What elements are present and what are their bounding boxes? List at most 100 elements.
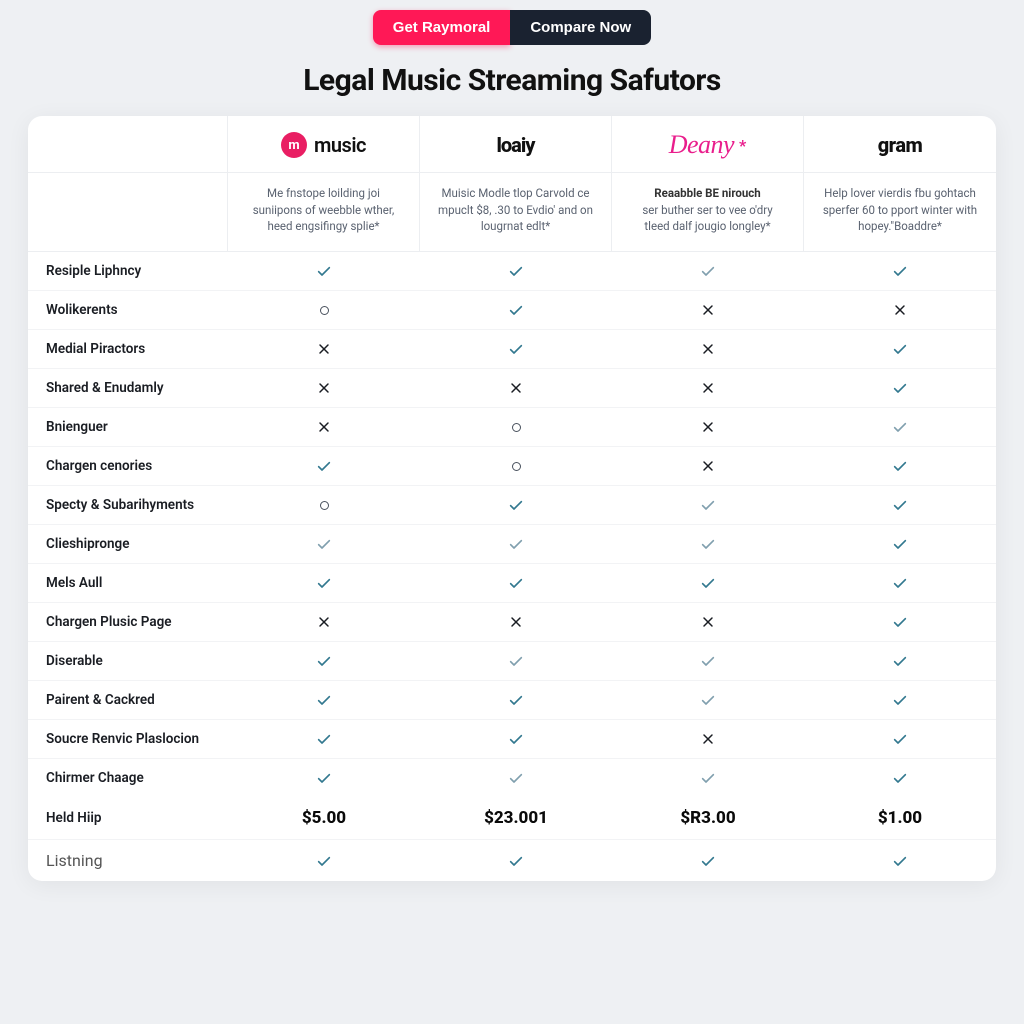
check-icon bbox=[508, 770, 524, 786]
feature-label: Mels Aull bbox=[28, 564, 228, 602]
feature-cell bbox=[612, 369, 804, 407]
check-icon bbox=[700, 653, 716, 669]
check-icon bbox=[316, 770, 332, 786]
get-raymoral-button[interactable]: Get Raymoral bbox=[373, 10, 511, 45]
cross-icon bbox=[508, 614, 524, 630]
feature-cell bbox=[228, 369, 420, 407]
feature-cell bbox=[420, 447, 612, 485]
feature-cell bbox=[228, 408, 420, 446]
top-button-group: Get Raymoral Compare Now bbox=[28, 0, 996, 45]
feature-cell bbox=[804, 447, 996, 485]
feature-cell bbox=[228, 642, 420, 680]
cross-icon bbox=[316, 614, 332, 630]
cross-icon bbox=[700, 614, 716, 630]
check-icon bbox=[508, 731, 524, 747]
feature-row: Mels Aull bbox=[28, 564, 996, 603]
feature-cell bbox=[228, 720, 420, 758]
check-icon bbox=[316, 263, 332, 279]
feature-label: Medial Piractors bbox=[28, 330, 228, 368]
check-icon bbox=[892, 458, 908, 474]
check-icon bbox=[892, 536, 908, 552]
feature-cell bbox=[228, 603, 420, 641]
brand-desc-3-label: Reaabble BE nirouch bbox=[630, 185, 785, 202]
feature-cell bbox=[804, 369, 996, 407]
check-icon bbox=[892, 692, 908, 708]
feature-cell bbox=[420, 330, 612, 368]
check-icon bbox=[508, 263, 524, 279]
feature-label: Wolikerents bbox=[28, 291, 228, 329]
table-header: m music loaiy Deany* gram bbox=[28, 116, 996, 173]
cross-icon bbox=[700, 302, 716, 318]
feature-row: Chargen cenories bbox=[28, 447, 996, 486]
feature-cell bbox=[804, 642, 996, 680]
feature-cell bbox=[228, 681, 420, 719]
feature-cell bbox=[228, 330, 420, 368]
feature-cell bbox=[228, 486, 420, 524]
brand-header-2: loaiy bbox=[420, 116, 612, 172]
brand-desc-2: Muisic Modle tlop Carvold ce mpuclt $8, … bbox=[420, 173, 612, 252]
final-cell bbox=[612, 840, 804, 881]
feature-label: Bnienguer bbox=[28, 408, 228, 446]
feature-cell bbox=[420, 642, 612, 680]
feature-cell bbox=[804, 564, 996, 602]
feature-row: Chirmer Chaage bbox=[28, 759, 996, 797]
price-3: $R3.00 bbox=[612, 797, 804, 839]
check-icon bbox=[892, 575, 908, 591]
check-icon bbox=[892, 853, 908, 869]
brand-header-3: Deany * bbox=[612, 116, 804, 172]
brand-desc-4: Help lover vierdis fbu gohtach sperfer 6… bbox=[804, 173, 996, 252]
feature-row: Bnienguer bbox=[28, 408, 996, 447]
feature-cell bbox=[612, 486, 804, 524]
feature-cell bbox=[612, 408, 804, 446]
price-label: Held Hiip bbox=[28, 797, 228, 839]
cross-icon bbox=[316, 419, 332, 435]
feature-label: Chargen Plusic Page bbox=[28, 603, 228, 641]
check-icon bbox=[700, 575, 716, 591]
feature-cell bbox=[612, 291, 804, 329]
compare-now-button[interactable]: Compare Now bbox=[510, 10, 651, 45]
feature-cell bbox=[420, 603, 612, 641]
feature-cell bbox=[228, 564, 420, 602]
check-icon bbox=[508, 575, 524, 591]
circle-icon bbox=[512, 462, 521, 471]
cross-icon bbox=[316, 380, 332, 396]
check-icon bbox=[508, 497, 524, 513]
check-icon bbox=[892, 341, 908, 357]
feature-cell bbox=[804, 720, 996, 758]
final-label: Listning bbox=[28, 840, 228, 881]
brand-star-icon: * bbox=[739, 136, 746, 155]
brand-name-2: loaiy bbox=[497, 133, 535, 157]
feature-label: Specty & Subarihyments bbox=[28, 486, 228, 524]
feature-row: Soucre Renvic Plaslocion bbox=[28, 720, 996, 759]
circle-icon bbox=[320, 306, 329, 315]
feature-cell bbox=[420, 486, 612, 524]
feature-row: Specty & Subarihyments bbox=[28, 486, 996, 525]
check-icon bbox=[508, 302, 524, 318]
brand-desc-1: Me fnstope loilding joi suniipons of wee… bbox=[228, 173, 420, 252]
price-4: $1.00 bbox=[804, 797, 996, 839]
comparison-table: m music loaiy Deany* gram Me fnstope loi… bbox=[28, 116, 996, 881]
feature-cell bbox=[420, 720, 612, 758]
feature-cell bbox=[804, 759, 996, 797]
feature-cell bbox=[228, 447, 420, 485]
feature-cell bbox=[612, 603, 804, 641]
brand-name-3: Deany bbox=[669, 130, 734, 160]
cross-icon bbox=[700, 731, 716, 747]
cross-icon bbox=[700, 380, 716, 396]
feature-row: Shared & Enudamly bbox=[28, 369, 996, 408]
feature-cell bbox=[420, 564, 612, 602]
check-icon bbox=[892, 419, 908, 435]
feature-rows: Resiple LiphncyWolikerentsMedial Piracto… bbox=[28, 252, 996, 797]
check-icon bbox=[508, 692, 524, 708]
cross-icon bbox=[316, 341, 332, 357]
feature-label: Shared & Enudamly bbox=[28, 369, 228, 407]
check-icon bbox=[508, 536, 524, 552]
feature-cell bbox=[420, 759, 612, 797]
check-icon bbox=[892, 263, 908, 279]
check-icon bbox=[700, 536, 716, 552]
final-cell bbox=[420, 840, 612, 881]
feature-cell bbox=[804, 681, 996, 719]
check-icon bbox=[316, 653, 332, 669]
feature-label: Chargen cenories bbox=[28, 447, 228, 485]
brand-desc-3-text: ser buther ser to vee o'dry tleed dalf j… bbox=[642, 203, 772, 234]
